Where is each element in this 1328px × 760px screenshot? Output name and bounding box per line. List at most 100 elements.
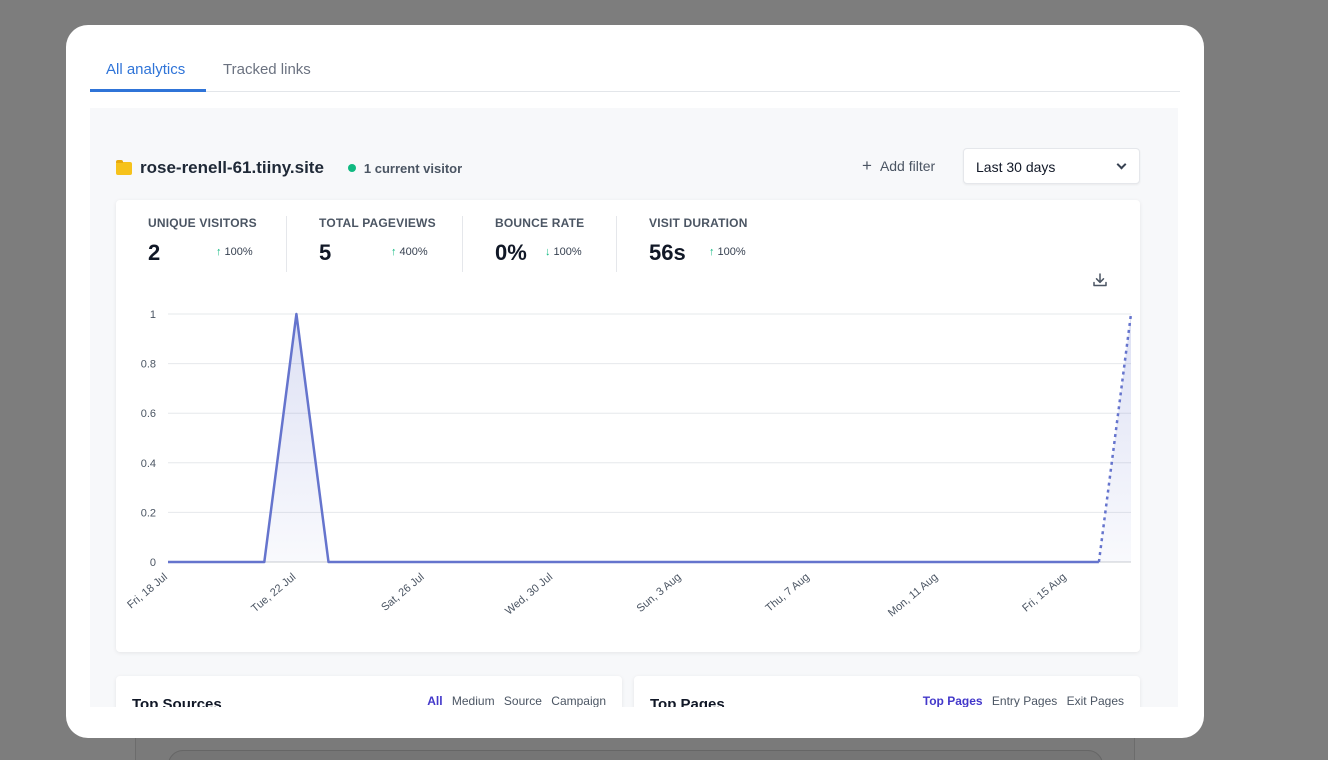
data-point [423, 560, 427, 564]
arrow-up-icon: ↑ [391, 246, 397, 258]
tab-sources-medium[interactable]: Medium [451, 694, 495, 707]
data-point [808, 560, 812, 564]
x-tick-label: Sat, 26 Jul [379, 571, 427, 614]
add-filter-label: Add filter [879, 158, 936, 174]
data-point [519, 560, 523, 564]
stat-value: 56s [649, 240, 686, 265]
data-point [391, 560, 395, 564]
data-point [487, 560, 491, 564]
top-pages-title: Top Pages [650, 696, 725, 707]
active-tab-indicator [90, 89, 206, 92]
tab-all-analytics[interactable]: All analytics [106, 61, 186, 78]
stat-value: 2 [148, 240, 161, 265]
chevron-down-icon [1116, 159, 1127, 170]
current-visitor-badge: 1 current visitor [347, 160, 463, 176]
tab-entry-pages[interactable]: Entry Pages [991, 694, 1058, 707]
arrow-up-icon: ↑ [216, 246, 222, 258]
data-point [1033, 560, 1037, 564]
tab-top-pages[interactable]: Top Pages [922, 694, 983, 707]
stat-label: BOUNCE RATE [495, 216, 585, 230]
site-name: rose-renell-61.tiiny.site [140, 158, 324, 177]
data-point [583, 560, 587, 564]
data-point [648, 560, 652, 564]
plus-icon: + [862, 156, 872, 175]
folder-icon [116, 159, 132, 175]
stat-unique-visitors[interactable]: UNIQUE VISITORS 2 ↑ 100% [148, 216, 257, 272]
top-sources-tabs: All Medium Source Campaign [421, 694, 606, 707]
tab-sources-campaign[interactable]: Campaign [551, 694, 606, 707]
stats-card: UNIQUE VISITORS 2 ↑ 100% TOTAL PAGEVIEWS … [116, 200, 1140, 652]
current-visitor-text: 1 current visitor [363, 160, 463, 176]
arrow-up-icon: ↑ [709, 246, 715, 258]
stat-value: 0% [495, 240, 527, 265]
stat-change: ↑ 400% [391, 246, 428, 258]
data-point [969, 560, 973, 564]
tab-bar: All analytics Tracked links [90, 25, 1180, 92]
data-point [872, 560, 876, 564]
stat-divider [616, 216, 617, 272]
visitors-line-chart[interactable]: 0 0.2 0.4 0.6 0.8 1 Fri, 18 Jul Tue, 22 Jul Sat,… [116, 300, 1140, 640]
data-point [936, 560, 940, 564]
tab-exit-pages[interactable]: Exit Pages [1066, 694, 1124, 707]
stat-total-pageviews[interactable]: TOTAL PAGEVIEWS 5 ↑ 400% [319, 216, 436, 272]
y-tick-label: 0.2 [141, 507, 156, 519]
stat-change: ↑ 100% [709, 246, 746, 258]
data-point [455, 560, 459, 564]
top-sources-card: Top Sources All Medium Source Campaign [116, 676, 622, 707]
stat-visit-duration[interactable]: VISIT DURATION 56s ↑ 100% [649, 216, 748, 272]
background-input [168, 750, 1103, 760]
data-point [1129, 312, 1133, 316]
download-icon[interactable] [1092, 272, 1108, 288]
y-tick-label: 0.4 [141, 458, 156, 470]
x-tick-label: Wed, 30 Jul [503, 571, 555, 617]
period-value: Last 30 days [976, 159, 1056, 175]
live-dot-icon [347, 164, 356, 172]
data-point [1065, 560, 1069, 564]
y-tick-label: 1 [150, 309, 156, 321]
analytics-modal: All analytics Tracked links rose-renell-… [66, 25, 1204, 738]
y-tick-label: 0.6 [141, 408, 156, 420]
data-point [1097, 560, 1101, 564]
x-tick-label: Fri, 18 Jul [125, 571, 170, 611]
tab-sources-source[interactable]: Source [503, 694, 542, 707]
tab-tracked-links[interactable]: Tracked links [223, 61, 311, 78]
data-point [166, 560, 170, 564]
series-line [168, 312, 1099, 564]
period-select[interactable]: Last 30 days [963, 148, 1140, 184]
data-point [230, 560, 234, 564]
data-point [294, 312, 298, 316]
data-point [776, 560, 780, 564]
stat-label: TOTAL PAGEVIEWS [319, 216, 436, 230]
data-point [551, 560, 555, 564]
top-pages-card: Top Pages Top Pages Entry Pages Exit Pag… [634, 676, 1140, 707]
analytics-content: rose-renell-61.tiiny.site 1 current visi… [90, 108, 1178, 707]
data-point [359, 560, 363, 564]
stat-change: ↑ 100% [216, 246, 253, 258]
x-tick-label: Tue, 22 Jul [249, 571, 298, 615]
stat-value: 5 [319, 240, 332, 265]
arrow-down-icon: ↓ [545, 246, 551, 258]
stat-change: ↓ 100% [545, 246, 582, 258]
stat-label: UNIQUE VISITORS [148, 216, 257, 230]
top-pages-tabs: Top Pages Entry Pages Exit Pages [917, 694, 1124, 707]
data-point [327, 560, 331, 564]
data-point [744, 560, 748, 564]
stat-divider [286, 216, 287, 272]
x-tick-label: Thu, 7 Aug [763, 571, 811, 614]
data-point [840, 560, 844, 564]
y-tick-label: 0.8 [141, 359, 156, 371]
x-tick-label: Mon, 11 Aug [886, 571, 940, 619]
stat-divider [462, 216, 463, 272]
y-tick-label: 0 [150, 557, 156, 569]
tab-sources-all[interactable]: All [427, 694, 443, 707]
x-tick-label: Fri, 15 Aug [1020, 571, 1068, 614]
data-point [904, 560, 908, 564]
data-point [198, 560, 202, 564]
data-point [615, 560, 619, 564]
add-filter-button[interactable]: + Add filter [862, 156, 936, 175]
stat-label: VISIT DURATION [649, 216, 748, 230]
stat-bounce-rate[interactable]: BOUNCE RATE 0% ↓ 100% [495, 216, 584, 272]
site-header: rose-renell-61.tiiny.site 1 current visi… [116, 158, 462, 178]
data-point [712, 560, 716, 564]
x-tick-label: Sun, 3 Aug [635, 571, 684, 615]
